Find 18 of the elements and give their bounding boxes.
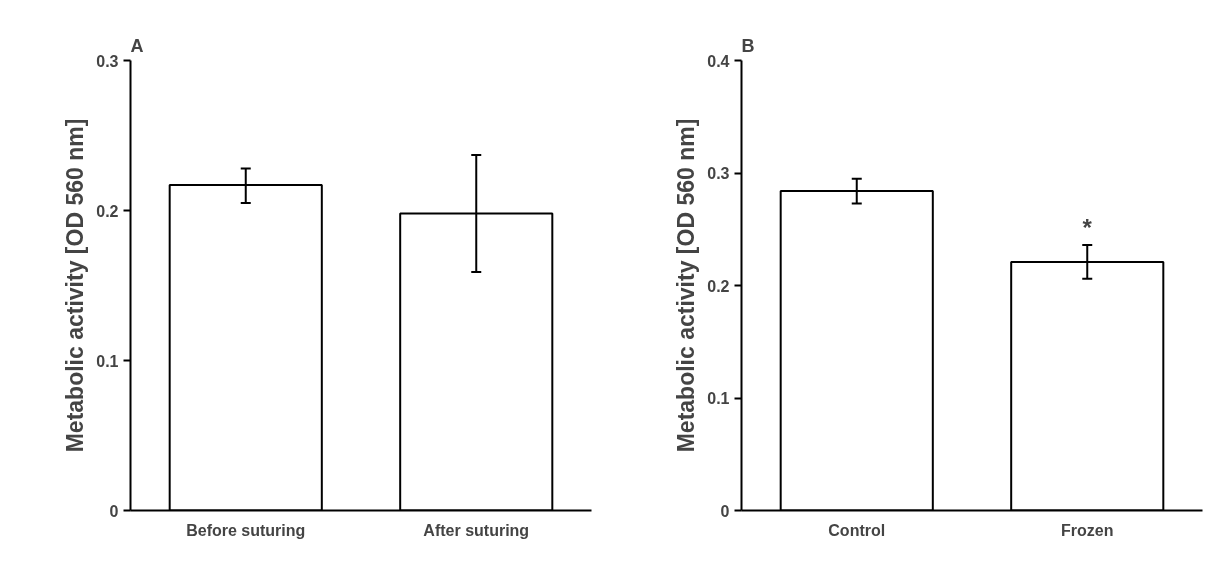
x-tick-label: Before suturing [186, 521, 306, 539]
chart-title: B [741, 35, 755, 56]
y-tick-label: 0.1 [96, 352, 119, 370]
y-tick-label: 0.2 [707, 277, 730, 295]
y-tick-label: 0.2 [96, 202, 119, 220]
y-axis-title: Metabolic activity [OD 560 nm] [62, 118, 89, 453]
x-tick-label: Control [828, 521, 886, 539]
x-tick-label: After suturing [423, 521, 530, 539]
chart-title: A [130, 35, 144, 56]
x-tick-label: Frozen [1061, 521, 1114, 539]
y-tick-label: 0.4 [707, 52, 730, 70]
y-tick-label: 0.3 [707, 165, 730, 182]
annotation: * [1082, 213, 1093, 241]
y-tick-label: 0.1 [707, 390, 730, 407]
y-tick-label: 0 [109, 502, 119, 520]
y-tick-label: 0 [720, 502, 730, 520]
y-tick-label: 0.3 [96, 52, 119, 70]
y-axis-title: Metabolic activity [OD 560 nm] [673, 118, 700, 453]
